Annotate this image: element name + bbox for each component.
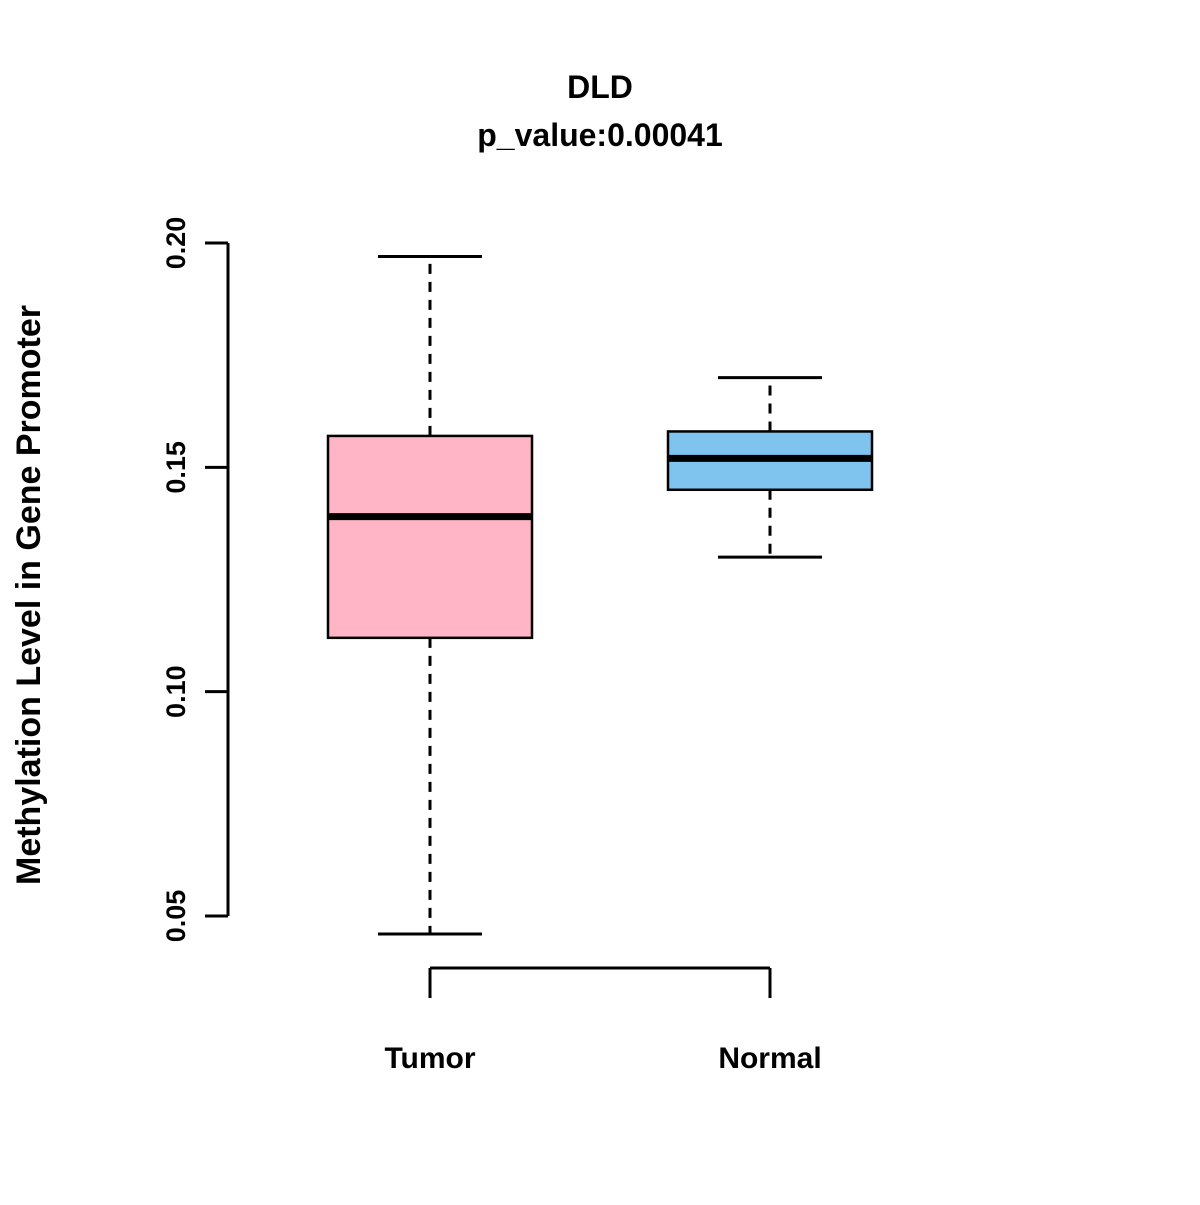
y-axis: 0.05 0.10 0.15 0.20 xyxy=(161,217,230,943)
y-tick-label: 0.10 xyxy=(161,665,191,718)
x-category-label: Tumor xyxy=(384,1042,475,1075)
y-tick-label: 0.15 xyxy=(161,441,191,494)
box-tumor xyxy=(326,254,534,936)
boxplot-boxes xyxy=(326,254,874,936)
chart-subtitle: p_value:0.00041 xyxy=(477,117,723,153)
iqr-box xyxy=(326,434,534,640)
y-tick-label: 0.05 xyxy=(161,890,191,943)
x-axis: Tumor Normal xyxy=(384,966,822,1075)
y-tick-label: 0.20 xyxy=(161,217,191,270)
chart-title: DLD xyxy=(567,69,633,105)
x-category-label: Normal xyxy=(718,1042,821,1075)
y-axis-label: Methylation Level in Gene Promoter xyxy=(10,305,48,885)
box-normal xyxy=(666,376,874,559)
